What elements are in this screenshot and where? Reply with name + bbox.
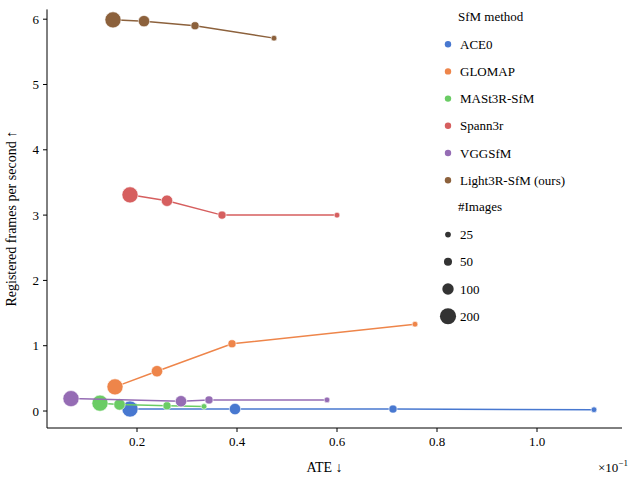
x-tick-label: 0.4 (229, 434, 246, 449)
y-tick-label: 2 (33, 273, 40, 288)
y-tick-label: 3 (33, 208, 40, 223)
y-tick-label: 6 (33, 12, 40, 27)
x-tick (537, 428, 538, 432)
x-tick-label: 0.8 (429, 434, 445, 449)
size-legend-label: 50 (460, 254, 473, 269)
point (105, 12, 121, 28)
plot-area (63, 12, 597, 417)
legend-marker (445, 123, 451, 129)
series-line (71, 399, 327, 402)
y-tick-label: 5 (33, 77, 40, 92)
legend-marker (445, 95, 451, 101)
x-offset-exponent: −1 (618, 458, 628, 468)
y-axis-label: Registered frames per second ↑ (4, 131, 19, 307)
point (228, 340, 236, 348)
point (122, 187, 138, 203)
size-legend-marker (440, 308, 456, 324)
x-tick-label: 0.6 (329, 434, 346, 449)
x-tick (337, 428, 338, 432)
legend-title: SfM method (458, 9, 524, 24)
point (591, 407, 597, 413)
x-tick-label: 0.2 (129, 434, 145, 449)
point (334, 212, 340, 218)
x-tick (237, 428, 238, 432)
point (151, 365, 162, 376)
y-tick (43, 84, 47, 85)
y-tick (43, 345, 47, 346)
point (412, 321, 418, 327)
point (389, 405, 397, 413)
point (201, 404, 207, 410)
series-line (115, 324, 415, 387)
legend-marker (445, 150, 451, 156)
point (218, 211, 226, 219)
point (163, 402, 171, 410)
y-tick-label: 4 (33, 142, 40, 157)
point (229, 403, 240, 414)
point (324, 397, 330, 403)
chart: 0.2 0.4 0.6 0.8 1.0 0 1 2 3 4 5 6 ATE ↓ Registered fr… (0, 0, 640, 482)
legend-label: Spann3r (460, 118, 504, 133)
x-axis-line (47, 428, 622, 429)
legend: SfM method ACE0 GLOMAP MASt3R-SfM Spann3r VGG… (440, 9, 565, 324)
y-tick (43, 19, 47, 20)
x-axis-label: ATE ↓ (306, 460, 342, 475)
legend-label: MASt3R-SfM (460, 91, 535, 106)
legend-marker (445, 41, 451, 47)
point (92, 395, 108, 411)
x-tick (137, 428, 138, 432)
legend-marker (445, 177, 451, 183)
size-legend-label: 25 (460, 227, 473, 242)
x-offset-text: ×10−1 (598, 458, 628, 475)
size-legend-title: #Images (458, 199, 502, 214)
point (161, 195, 172, 206)
point (191, 22, 199, 30)
y-tick (43, 149, 47, 150)
y-tick (43, 280, 47, 281)
y-tick (43, 215, 47, 216)
legend-label: ACE0 (460, 37, 493, 52)
legend-marker (445, 68, 451, 74)
y-tick-label: 1 (33, 338, 40, 353)
point (271, 35, 277, 41)
size-legend-label: 100 (460, 282, 480, 297)
series-line (130, 195, 337, 215)
point (205, 396, 213, 404)
size-legend-marker (444, 258, 452, 266)
y-axis-line (47, 9, 48, 428)
legend-label: GLOMAP (460, 64, 515, 79)
point (138, 15, 149, 26)
y-tick (43, 411, 47, 412)
legend-label: Light3R-SfM (ours) (460, 173, 565, 188)
size-legend-label: 200 (460, 309, 480, 324)
x-tick-label: 1.0 (529, 434, 545, 449)
x-tick (437, 428, 438, 432)
x-offset-base: ×10 (598, 460, 618, 475)
size-legend-marker (445, 232, 451, 238)
series-line (130, 408, 594, 410)
series-line (113, 20, 274, 38)
point (175, 396, 186, 407)
y-tick-label: 0 (33, 404, 40, 419)
point (63, 391, 79, 407)
legend-label: VGGSfM (460, 146, 512, 161)
size-legend-marker (442, 283, 453, 294)
point (107, 379, 123, 395)
